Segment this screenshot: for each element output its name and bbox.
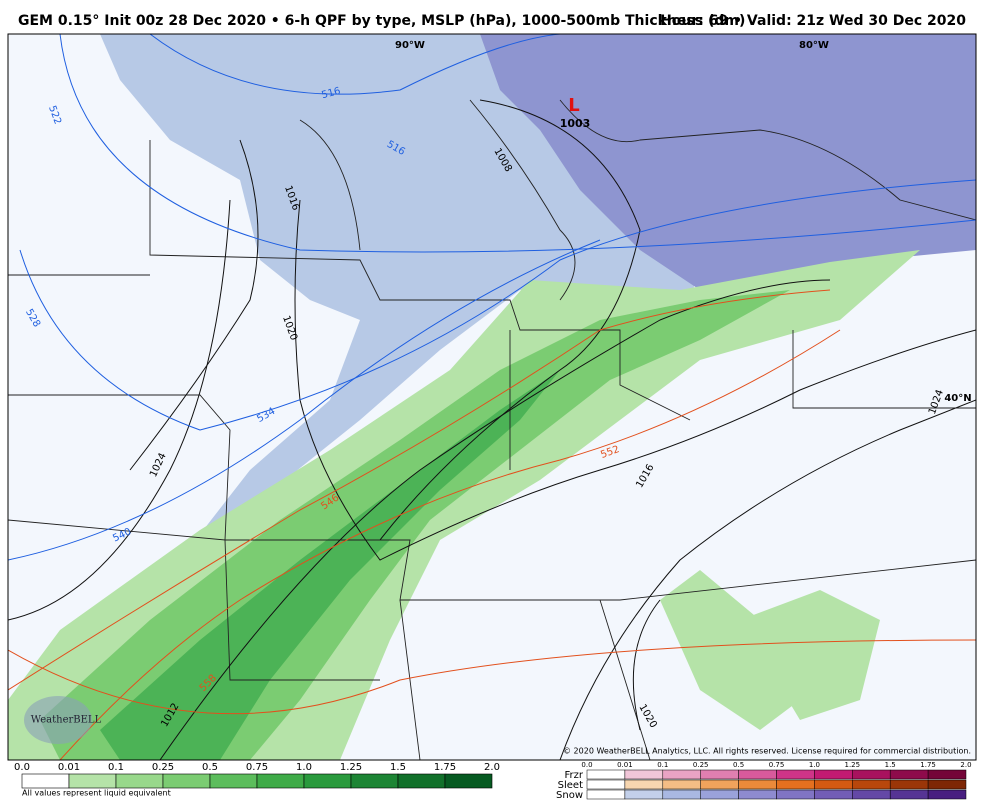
rain-tick-label: 2.0 xyxy=(484,762,500,773)
ptype-tick-label: 0.5 xyxy=(733,761,744,769)
ptype-color-cell xyxy=(927,789,967,800)
ptype-color-cell xyxy=(586,789,626,800)
ptype-color-cell xyxy=(852,769,891,780)
ptype-tick-label: 1.75 xyxy=(920,761,936,769)
ptype-color-cell xyxy=(889,779,929,790)
rain-tick-label: 0.01 xyxy=(58,762,80,773)
ptype-color-cell xyxy=(889,769,929,780)
ptype-color-cell xyxy=(624,779,664,790)
rain-tick-label: 1.5 xyxy=(390,762,406,773)
thickness-label: 516 xyxy=(320,86,341,102)
ptype-row-label: Frzr xyxy=(565,770,584,781)
ptype-color-cell xyxy=(738,769,777,780)
ptype-color-cell xyxy=(662,769,701,780)
heavy-snow-area xyxy=(480,34,976,290)
thickness-warm xyxy=(8,289,976,760)
rain-southeast xyxy=(660,570,880,730)
ptype-color-cell xyxy=(814,789,853,800)
map xyxy=(8,34,976,760)
ptype-color-cell xyxy=(738,789,777,800)
grid-label: 90°W xyxy=(395,40,425,51)
rain-tick-label: 0.5 xyxy=(202,762,218,773)
rain-tick-label: 1.25 xyxy=(340,762,362,773)
rain-color-cell xyxy=(303,773,352,789)
thickness-cold xyxy=(8,34,976,561)
logo-globe xyxy=(24,696,92,744)
rain-tick-label: 1.75 xyxy=(434,762,456,773)
ptype-tick-label: 1.5 xyxy=(885,761,896,769)
ptype-color-cell xyxy=(776,769,815,780)
rain-tick-label: 0.75 xyxy=(246,762,268,773)
rain-color-cell xyxy=(350,773,399,789)
ptype-color-cell xyxy=(776,789,815,800)
ptype-row-label: Sleet xyxy=(558,780,583,791)
low-symbol: L xyxy=(568,95,579,116)
header-title: GEM 0.15° Init 00z 28 Dec 2020 • 6-h QPF… xyxy=(18,13,745,29)
ptype-color-cell xyxy=(586,769,626,780)
ptype-color-cell xyxy=(586,779,626,790)
rain-note: All values represent liquid equivalent xyxy=(22,789,171,798)
ptype-color-cell xyxy=(852,779,891,790)
rain-tick-label: 0.0 xyxy=(14,762,30,773)
ptype-color-cell xyxy=(700,769,739,780)
grid-label: 40°N xyxy=(944,393,971,404)
ptype-tick-label: 0.0 xyxy=(581,761,592,769)
ptype-color-cell xyxy=(662,779,701,790)
ptype-tick-label: 0.01 xyxy=(617,761,633,769)
ptype-color-cell xyxy=(624,789,664,800)
ptype-tick-label: 0.1 xyxy=(657,761,668,769)
rain-tick-label: 0.25 xyxy=(152,762,174,773)
rain-color-cell xyxy=(115,773,164,789)
ptype-tick-label: 2.0 xyxy=(960,761,971,769)
ptype-tick-label: 1.25 xyxy=(845,761,861,769)
rain-tick-label: 1.0 xyxy=(296,762,312,773)
rain-tick-label: 0.1 xyxy=(108,762,124,773)
low-pressure: 1003 xyxy=(560,117,591,130)
rain-color-cell xyxy=(68,773,117,789)
ptype-tick-label: 0.75 xyxy=(769,761,785,769)
rain-color-cell xyxy=(162,773,211,789)
ptype-color-cell xyxy=(624,769,664,780)
rain-color-cell xyxy=(256,773,305,789)
ptype-tick-label: 1.0 xyxy=(809,761,820,769)
rain-color-cell xyxy=(209,773,258,789)
rain-color-cell xyxy=(397,773,446,789)
ptype-color-cell xyxy=(889,789,929,800)
copyright: © 2020 WeatherBELL Analytics, LLC. All r… xyxy=(563,747,971,756)
map-frame xyxy=(7,33,977,761)
logo-text: WeatherBELL xyxy=(31,715,102,726)
ptype-color-cell xyxy=(814,769,853,780)
ptype-color-cell xyxy=(852,789,891,800)
ptype-color-cell xyxy=(814,779,853,790)
header-info: Hour: 69 • Valid: 21z Wed 30 Dec 2020 xyxy=(660,13,966,29)
borders xyxy=(8,99,976,760)
ptype-row-label: Snow xyxy=(556,790,583,801)
ptype-tick-label: 0.25 xyxy=(693,761,709,769)
ptype-color-cell xyxy=(700,779,739,790)
ptype-color-cell xyxy=(927,769,967,780)
ptype-color-cell xyxy=(700,789,739,800)
ptype-color-cell xyxy=(738,779,777,790)
ptype-color-cell xyxy=(776,779,815,790)
rain-color-cell xyxy=(444,773,493,789)
ptype-color-cell xyxy=(927,779,967,790)
ptype-color-cell xyxy=(662,789,701,800)
grid-label: 80°W xyxy=(799,40,829,51)
isobars xyxy=(8,99,976,760)
rain-color-cell xyxy=(21,773,70,789)
